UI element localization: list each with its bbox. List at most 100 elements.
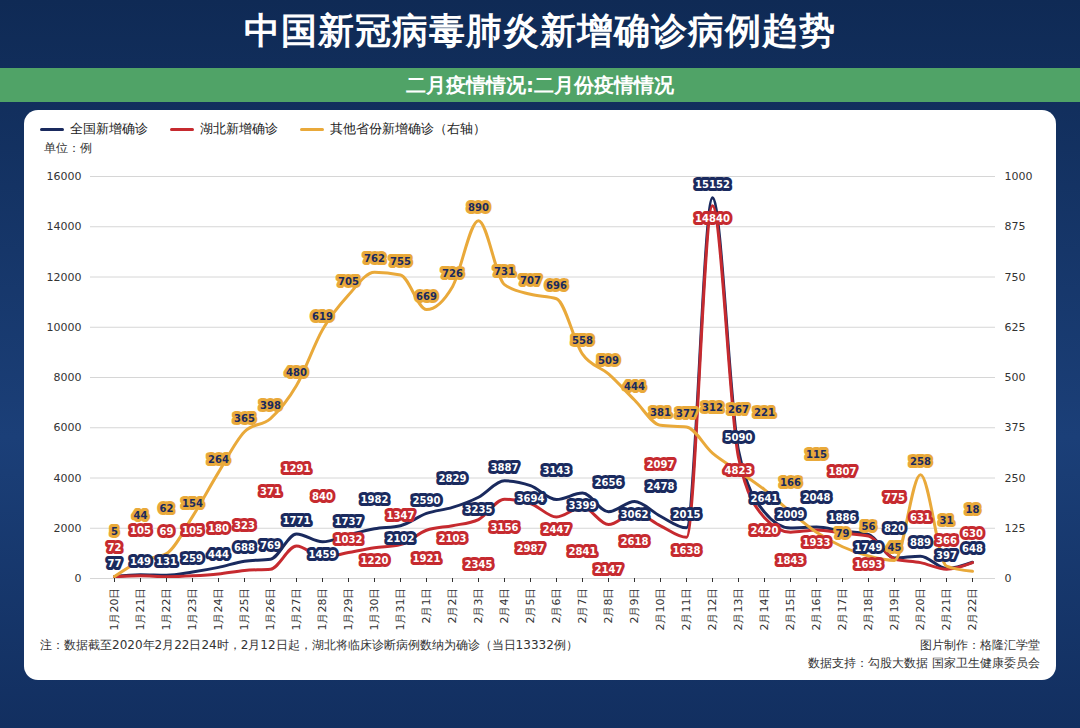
svg-text:3694: 3694: [517, 493, 545, 504]
svg-text:2000: 2000: [54, 522, 82, 535]
svg-text:762: 762: [364, 253, 385, 264]
svg-text:1982: 1982: [361, 494, 389, 505]
svg-text:45: 45: [888, 542, 902, 553]
svg-text:2841: 2841: [569, 546, 597, 557]
svg-text:2月20日: 2月20日: [914, 588, 927, 631]
svg-text:1807: 1807: [829, 466, 857, 477]
svg-text:115: 115: [806, 449, 827, 460]
svg-text:2月22日: 2月22日: [966, 588, 979, 631]
svg-text:1月31日: 1月31日: [394, 588, 407, 631]
svg-text:1921: 1921: [413, 553, 441, 564]
svg-text:31: 31: [940, 515, 954, 526]
svg-text:1220: 1220: [361, 555, 389, 566]
svg-text:630: 630: [962, 528, 983, 539]
svg-text:16000: 16000: [47, 170, 82, 183]
svg-text:4000: 4000: [54, 472, 82, 485]
svg-text:2月3日: 2月3日: [472, 588, 485, 624]
svg-text:619: 619: [312, 311, 333, 322]
svg-text:131: 131: [156, 556, 177, 567]
svg-text:221: 221: [754, 407, 775, 418]
svg-text:2103: 2103: [439, 533, 467, 544]
svg-text:3062: 3062: [621, 509, 649, 520]
svg-text:259: 259: [182, 553, 203, 564]
svg-text:1459: 1459: [309, 549, 337, 560]
svg-text:381: 381: [650, 407, 671, 418]
svg-text:2月21日: 2月21日: [940, 588, 953, 631]
svg-text:2987: 2987: [517, 543, 545, 554]
svg-text:12000: 12000: [47, 271, 82, 284]
svg-text:2478: 2478: [647, 481, 675, 492]
svg-text:2月10日: 2月10日: [654, 588, 667, 631]
svg-text:2829: 2829: [439, 473, 467, 484]
svg-text:0: 0: [75, 572, 82, 585]
svg-text:5090: 5090: [725, 432, 753, 443]
svg-text:365: 365: [234, 413, 255, 424]
svg-text:166: 166: [780, 477, 801, 488]
svg-text:1月30日: 1月30日: [368, 588, 381, 631]
svg-text:2月16日: 2月16日: [810, 588, 823, 631]
svg-text:2月14日: 2月14日: [758, 588, 771, 631]
svg-text:79: 79: [836, 528, 850, 539]
svg-text:2月18日: 2月18日: [862, 588, 875, 631]
svg-text:500: 500: [1005, 371, 1026, 384]
svg-text:1月25日: 1月25日: [238, 588, 251, 631]
svg-text:631: 631: [910, 512, 931, 523]
svg-text:750: 750: [1005, 271, 1026, 284]
svg-text:371: 371: [260, 486, 281, 497]
svg-text:105: 105: [130, 525, 151, 536]
svg-text:8000: 8000: [54, 371, 82, 384]
svg-text:3143: 3143: [543, 465, 571, 476]
svg-text:312: 312: [702, 402, 723, 413]
svg-text:3399: 3399: [569, 500, 597, 511]
svg-text:366: 366: [936, 535, 957, 546]
svg-text:509: 509: [598, 355, 619, 366]
svg-text:397: 397: [936, 550, 957, 561]
svg-text:6000: 6000: [54, 421, 82, 434]
svg-text:1月24日: 1月24日: [212, 588, 225, 631]
svg-text:125: 125: [1005, 522, 1026, 535]
svg-text:258: 258: [910, 456, 931, 467]
svg-text:625: 625: [1005, 321, 1026, 334]
svg-text:1347: 1347: [387, 510, 415, 521]
svg-text:1693: 1693: [855, 559, 883, 570]
svg-text:1032: 1032: [335, 534, 363, 545]
svg-text:1月28日: 1月28日: [316, 588, 329, 631]
svg-text:2009: 2009: [777, 509, 805, 520]
svg-text:726: 726: [442, 268, 463, 279]
svg-text:44: 44: [134, 510, 148, 521]
svg-text:3156: 3156: [491, 522, 519, 533]
svg-text:731: 731: [494, 266, 515, 277]
svg-text:1月29日: 1月29日: [342, 588, 355, 631]
svg-text:2048: 2048: [803, 492, 831, 503]
svg-text:688: 688: [234, 542, 255, 553]
svg-text:3887: 3887: [491, 462, 519, 473]
svg-text:2月9日: 2月9日: [628, 588, 641, 624]
svg-text:875: 875: [1005, 220, 1026, 233]
svg-text:69: 69: [160, 526, 174, 537]
svg-text:2月15日: 2月15日: [784, 588, 797, 631]
svg-text:15152: 15152: [695, 179, 730, 190]
svg-text:696: 696: [546, 280, 567, 291]
svg-text:2656: 2656: [595, 477, 623, 488]
svg-text:72: 72: [108, 542, 122, 553]
svg-text:2月17日: 2月17日: [836, 588, 849, 631]
svg-text:0: 0: [1005, 572, 1012, 585]
svg-text:5: 5: [111, 526, 118, 537]
svg-text:755: 755: [390, 256, 411, 267]
svg-text:14000: 14000: [47, 220, 82, 233]
svg-text:264: 264: [208, 454, 229, 465]
svg-text:1月26日: 1月26日: [264, 588, 277, 631]
svg-text:1月27日: 1月27日: [290, 588, 303, 631]
svg-text:323: 323: [234, 520, 255, 531]
svg-text:820: 820: [884, 523, 905, 534]
svg-text:2015: 2015: [673, 509, 701, 520]
svg-text:180: 180: [208, 523, 229, 534]
svg-text:398: 398: [260, 400, 281, 411]
svg-text:2月11日: 2月11日: [680, 588, 693, 631]
svg-text:14840: 14840: [695, 213, 730, 224]
svg-text:2097: 2097: [647, 459, 675, 470]
svg-text:2447: 2447: [543, 524, 571, 535]
svg-text:558: 558: [572, 335, 593, 346]
svg-text:56: 56: [862, 521, 876, 532]
svg-text:840: 840: [312, 491, 333, 502]
